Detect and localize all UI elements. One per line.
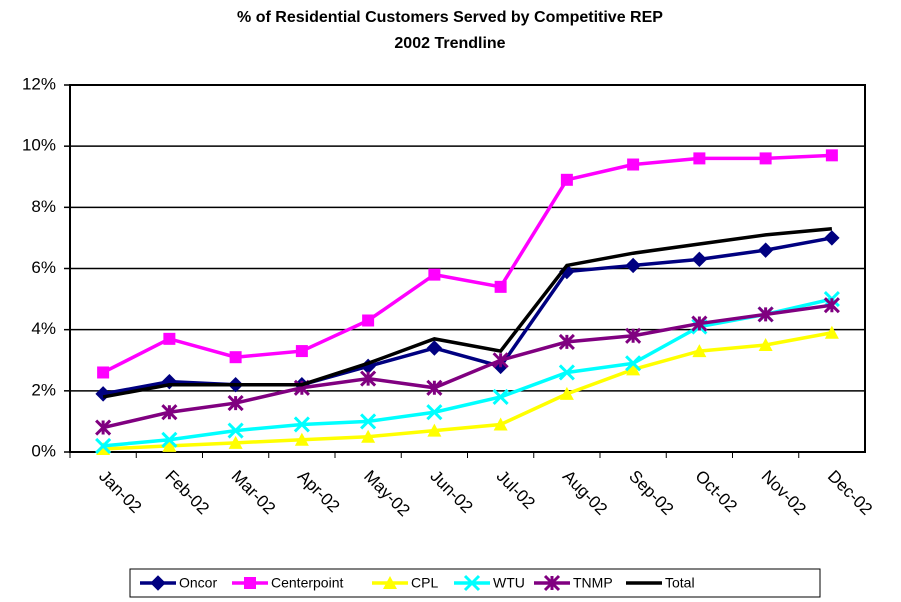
data-point [625, 257, 641, 274]
data-point [360, 413, 377, 430]
series-line [102, 303, 833, 430]
y-tick-label: 12% [22, 74, 56, 93]
data-point [626, 362, 641, 376]
data-point [362, 314, 375, 327]
data-point [161, 431, 178, 448]
data-point [426, 340, 443, 356]
data-point [95, 437, 112, 454]
x-tick-label: Jun-02 [426, 467, 476, 517]
data-point [95, 419, 112, 436]
data-point [494, 280, 507, 293]
data-point [162, 438, 177, 452]
x-tick-label: Jul-02 [493, 467, 539, 513]
series-line [102, 153, 832, 375]
y-tick-label: 6% [31, 258, 56, 277]
x-tick-label: Nov-02 [758, 467, 810, 519]
data-point [691, 251, 708, 268]
data-point [295, 345, 308, 358]
series-line [102, 297, 833, 448]
data-point [693, 152, 706, 165]
data-point [493, 417, 508, 431]
legend-marker [543, 574, 561, 592]
data-point [560, 173, 573, 186]
data-point [627, 158, 640, 171]
data-point [757, 306, 774, 323]
data-point [558, 364, 575, 381]
legend-marker [463, 574, 481, 592]
legend-marker [383, 576, 397, 589]
x-tick-label: Oct-02 [691, 467, 741, 517]
legend-label: Centerpoint [271, 575, 343, 591]
data-point [824, 230, 840, 246]
y-tick-label: 4% [31, 319, 56, 338]
legend-marker [244, 577, 256, 589]
legend-label: Total [665, 575, 695, 591]
data-point [427, 423, 442, 437]
x-tick-label: Apr-02 [294, 467, 344, 517]
data-point [426, 404, 443, 421]
data-point [823, 297, 840, 314]
data-point [96, 441, 111, 455]
data-point [163, 332, 176, 345]
data-point [227, 395, 244, 412]
data-point [361, 429, 376, 443]
data-point [161, 404, 178, 421]
legend-marker [150, 575, 166, 591]
y-tick-label: 10% [22, 136, 56, 155]
series-line [103, 331, 833, 451]
data-point [824, 325, 839, 339]
data-point [229, 351, 242, 364]
y-tick-label: 2% [31, 380, 56, 399]
x-tick-label: Sep-02 [625, 467, 677, 519]
x-tick-label: Feb-02 [161, 467, 213, 519]
data-point [293, 416, 310, 433]
data-point [492, 352, 509, 369]
data-point [294, 432, 309, 446]
series-line [102, 236, 833, 396]
chart-title: % of Residential Customers Served by Com… [237, 9, 663, 26]
x-tick-label: Jan-02 [95, 467, 145, 517]
data-point [428, 268, 441, 281]
x-tick-label: Mar-02 [228, 467, 280, 519]
x-tick-label: May-02 [360, 467, 414, 521]
x-tick-label: Aug-02 [559, 467, 611, 519]
data-point [558, 333, 575, 350]
series-line [102, 226, 833, 399]
y-tick-label: 0% [31, 441, 56, 460]
legend-label: WTU [493, 575, 525, 591]
legend-label: TNMP [573, 575, 613, 591]
data-point [692, 344, 707, 358]
data-point [227, 422, 244, 439]
data-point [691, 315, 708, 332]
chart-subtitle: 2002 Trendline [394, 35, 505, 52]
data-point [228, 435, 243, 449]
data-point [492, 388, 509, 406]
data-point [559, 386, 574, 400]
y-tick-label: 8% [31, 197, 56, 216]
data-point [625, 327, 642, 344]
data-point [759, 152, 772, 165]
data-point [825, 149, 838, 162]
legend-label: CPL [411, 575, 438, 591]
data-point [426, 379, 443, 396]
data-point [625, 355, 642, 372]
data-point [97, 366, 110, 379]
legend-label: Oncor [179, 575, 217, 591]
data-point [360, 370, 377, 387]
data-point [757, 242, 774, 258]
data-point [758, 337, 773, 351]
data-point [95, 386, 111, 402]
x-tick-label: Dec-02 [824, 467, 876, 519]
